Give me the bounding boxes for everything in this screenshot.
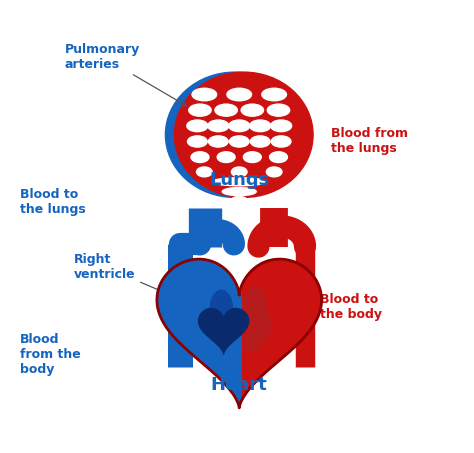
Ellipse shape (250, 136, 270, 147)
Text: Blood to
the lungs: Blood to the lungs (20, 188, 86, 216)
Ellipse shape (165, 72, 304, 198)
Ellipse shape (241, 104, 264, 116)
Text: Lungs: Lungs (209, 170, 269, 188)
Ellipse shape (174, 72, 313, 198)
Ellipse shape (188, 136, 207, 147)
Ellipse shape (245, 329, 261, 352)
Ellipse shape (222, 188, 256, 196)
Text: Pulmonary
arteries: Pulmonary arteries (65, 43, 186, 106)
Ellipse shape (209, 314, 225, 341)
Ellipse shape (270, 152, 287, 163)
Ellipse shape (253, 309, 271, 341)
Ellipse shape (231, 197, 247, 205)
Ellipse shape (191, 152, 209, 163)
Text: Blood
from the
body: Blood from the body (20, 333, 81, 376)
Polygon shape (157, 259, 321, 408)
Ellipse shape (215, 104, 237, 116)
Text: Blood from
the lungs: Blood from the lungs (331, 127, 408, 155)
Ellipse shape (271, 136, 291, 147)
Ellipse shape (187, 120, 208, 132)
Text: Right
ventricle: Right ventricle (73, 253, 216, 315)
Ellipse shape (227, 88, 252, 101)
Ellipse shape (189, 104, 211, 116)
Ellipse shape (209, 136, 228, 147)
Ellipse shape (192, 88, 217, 101)
Ellipse shape (217, 152, 235, 163)
Text: Heart: Heart (211, 376, 268, 395)
Ellipse shape (266, 167, 282, 177)
Ellipse shape (197, 167, 212, 177)
Ellipse shape (250, 120, 271, 132)
Text: Blood to
the body: Blood to the body (320, 293, 382, 321)
Ellipse shape (243, 287, 267, 327)
Ellipse shape (208, 120, 229, 132)
Ellipse shape (212, 178, 266, 186)
Ellipse shape (267, 104, 290, 116)
Ellipse shape (229, 136, 249, 147)
Polygon shape (157, 259, 241, 408)
Ellipse shape (210, 290, 233, 328)
Ellipse shape (243, 152, 261, 163)
Ellipse shape (231, 167, 247, 177)
Ellipse shape (229, 120, 250, 132)
Ellipse shape (262, 88, 286, 101)
Polygon shape (199, 308, 249, 354)
Ellipse shape (271, 120, 292, 132)
